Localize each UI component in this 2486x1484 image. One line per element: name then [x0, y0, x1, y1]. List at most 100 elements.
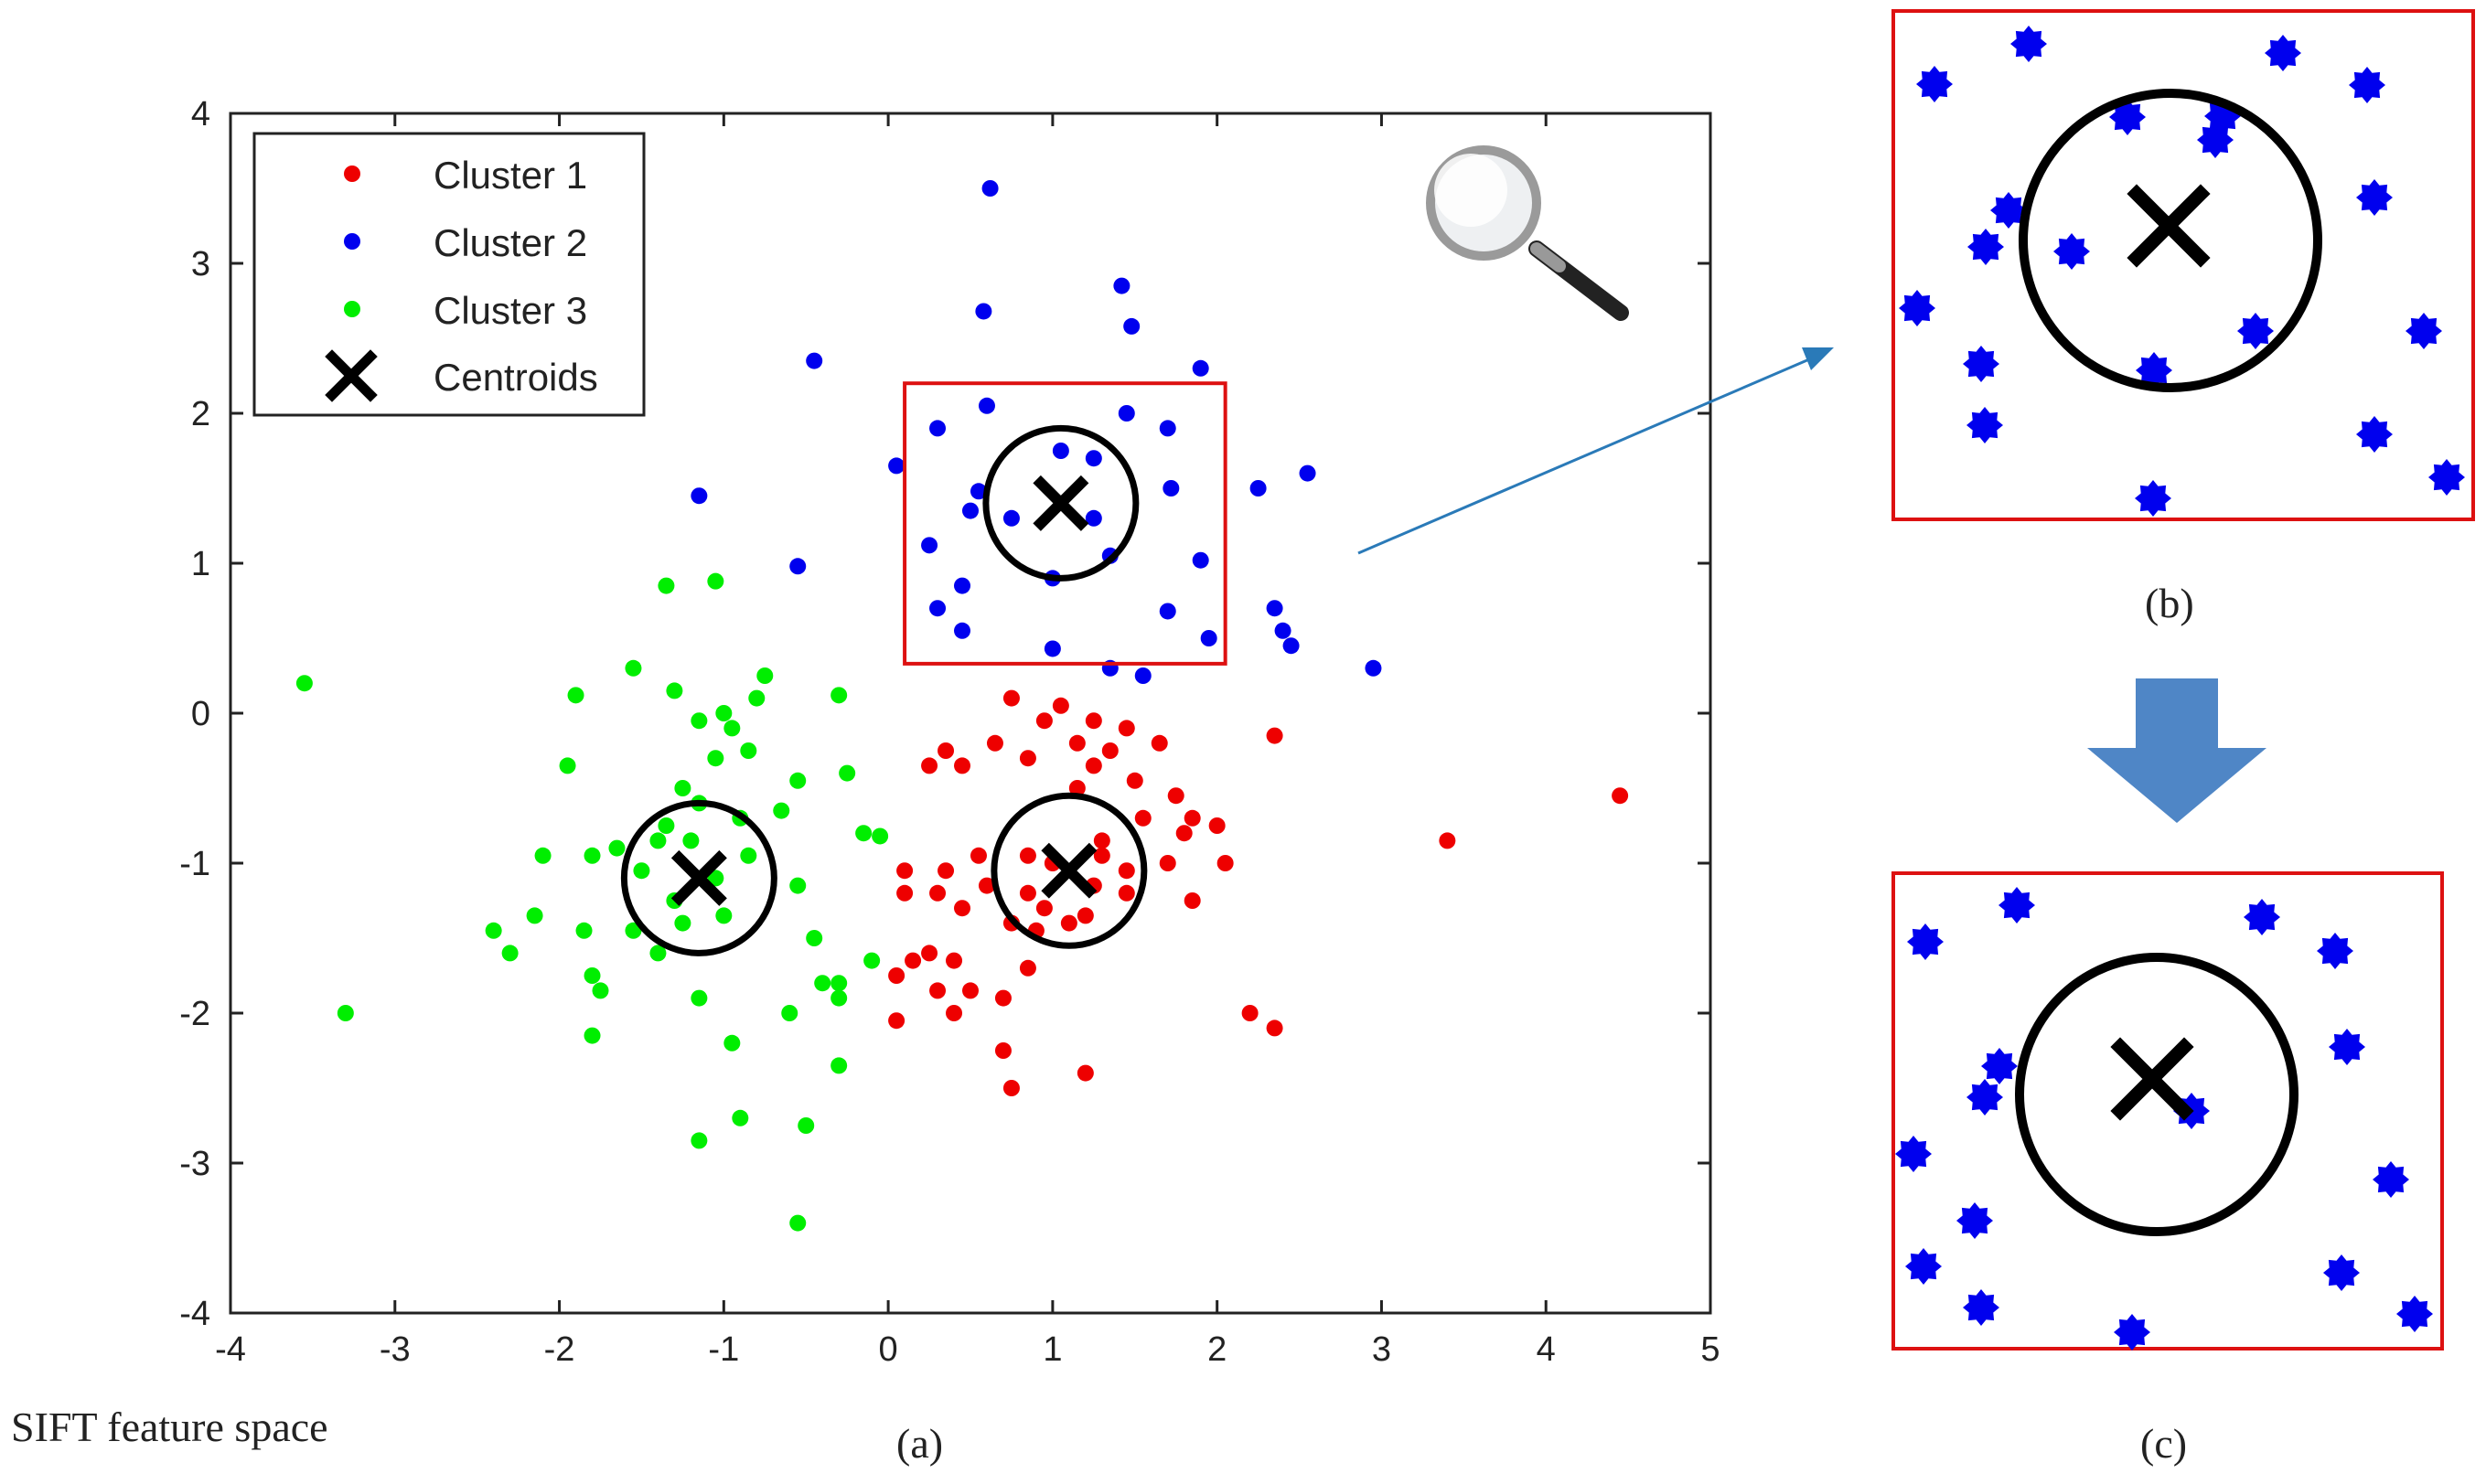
zoom-panel-c-points	[1895, 887, 2433, 1351]
data-point	[1266, 600, 1283, 617]
data-point	[1002, 689, 1020, 707]
data-point	[1365, 659, 1382, 677]
data-point	[1151, 734, 1168, 752]
data-point	[723, 1034, 741, 1052]
data-point	[1282, 637, 1300, 655]
data-point	[1118, 862, 1135, 880]
y-tick-label: 1	[191, 545, 210, 583]
data-point	[1052, 697, 1069, 714]
data-point	[781, 1005, 798, 1021]
data-point	[789, 1214, 807, 1232]
data-point	[584, 967, 601, 984]
x-tick-label: 4	[1537, 1330, 1556, 1369]
zoom-point	[2396, 1296, 2433, 1332]
zoom-point	[2053, 233, 2090, 270]
zoom-point	[2010, 26, 2047, 62]
data-point	[715, 907, 733, 924]
x-tick-label: -3	[380, 1330, 411, 1369]
data-point	[1118, 884, 1135, 902]
zoom-point	[2323, 1254, 2360, 1291]
data-point	[592, 982, 609, 999]
legend-label-cluster-2: Cluster 2	[434, 221, 587, 264]
zoom-point	[1990, 192, 2027, 229]
caption-feature-space: SIFT feature space	[11, 1404, 328, 1450]
data-point	[929, 600, 947, 617]
data-point	[1134, 667, 1152, 684]
y-tick-label: -2	[179, 995, 210, 1033]
x-tick-label: -4	[215, 1330, 246, 1369]
data-point	[888, 967, 905, 984]
data-point	[929, 420, 947, 437]
cluster-1-points	[888, 689, 1629, 1096]
data-point	[1266, 1020, 1283, 1037]
legend-marker-cluster-2	[344, 233, 360, 250]
data-point	[789, 558, 807, 575]
data-point	[1126, 772, 1143, 789]
zoom-point	[1981, 1048, 2018, 1084]
data-point	[559, 757, 576, 774]
legend-box	[252, 132, 646, 417]
zoom-panel-c	[1891, 871, 2444, 1351]
y-tick-label: 3	[191, 245, 210, 283]
data-point	[1052, 443, 1069, 459]
zoom-point	[2356, 179, 2393, 216]
y-tick-label: -4	[179, 1295, 210, 1333]
data-point	[1159, 855, 1176, 871]
data-point	[633, 862, 650, 880]
x-tick-label: 3	[1372, 1330, 1391, 1369]
zoom-arrow	[1357, 347, 1834, 555]
data-point	[1118, 720, 1135, 737]
data-point	[962, 982, 979, 999]
zoom-point	[2265, 35, 2301, 71]
data-point	[1019, 847, 1036, 864]
data-point	[1266, 727, 1283, 744]
data-point	[1208, 817, 1226, 834]
data-point	[888, 457, 905, 475]
zoom-point	[2406, 313, 2442, 349]
data-point	[1060, 914, 1077, 932]
data-point	[1101, 742, 1119, 759]
zoom-panel-b-points	[1899, 26, 2465, 517]
data-point	[337, 1005, 354, 1021]
data-point	[707, 750, 724, 767]
legend-marker-centroids	[325, 349, 378, 402]
y-tick-label: -1	[179, 845, 210, 883]
data-point	[707, 572, 724, 590]
zoom-panel-c-frame	[1891, 871, 2444, 1351]
data-point	[674, 780, 691, 796]
data-point	[1612, 787, 1629, 805]
data-point	[1118, 405, 1135, 422]
data-point	[954, 577, 971, 594]
data-point	[1019, 884, 1036, 902]
data-point	[970, 847, 987, 864]
data-point	[526, 907, 543, 924]
data-point	[707, 870, 724, 887]
caption-b: (b)	[2145, 580, 2194, 626]
data-point	[1085, 509, 1102, 527]
data-point	[567, 687, 584, 704]
data-point	[584, 847, 601, 864]
data-point	[1192, 551, 1209, 569]
y-tick-label: 2	[191, 395, 210, 433]
data-point	[649, 832, 667, 849]
down-arrow-icon	[2087, 678, 2266, 823]
x-tick-label: 5	[1700, 1330, 1720, 1369]
data-point	[1077, 907, 1094, 924]
data-point	[938, 862, 955, 880]
cluster-3-points	[295, 572, 889, 1232]
data-point	[806, 930, 823, 946]
zoom-point	[2373, 1161, 2409, 1198]
zoom-point	[1895, 1136, 1932, 1172]
data-point	[674, 914, 691, 932]
data-point	[1175, 825, 1193, 842]
data-point	[896, 862, 914, 880]
data-point	[806, 352, 823, 369]
data-point	[946, 1005, 963, 1021]
zoom-point	[2109, 99, 2146, 135]
data-point	[740, 847, 757, 864]
data-point	[981, 180, 999, 197]
legend-label-cluster-1: Cluster 1	[434, 154, 587, 197]
axis-ticks: -4 -3 -2 -1 0 1 2 3 4 5 4 3 2 1 0 -1 -2 -3 -4	[179, 95, 1720, 1369]
data-point	[534, 847, 552, 864]
zoom-point	[1899, 290, 1935, 326]
